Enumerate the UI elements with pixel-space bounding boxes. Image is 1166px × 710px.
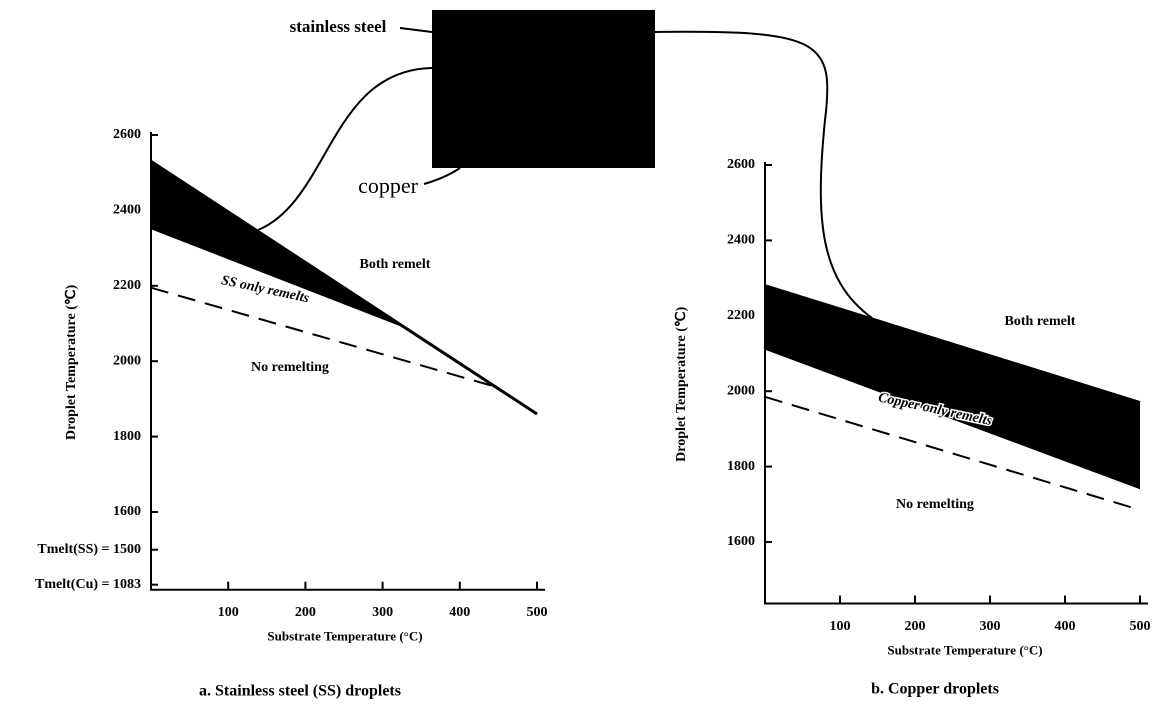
axis-line [150, 132, 545, 591]
x-tick-label: 100 [218, 605, 239, 620]
y-tick-label: 2400 [727, 233, 755, 248]
y-tick-label: 2200 [113, 278, 141, 293]
y-tick-label: 1600 [727, 534, 755, 549]
region-label: No remelting [896, 497, 974, 512]
x-tick-label: 200 [295, 605, 316, 620]
boundary-line [150, 160, 538, 416]
inset-photo [432, 10, 655, 168]
pointer [423, 167, 461, 185]
boundary-line [150, 286, 499, 389]
y-tick-label: Tmelt(Cu) = 1083 [35, 577, 141, 592]
x-tick-label: 400 [1055, 619, 1076, 634]
pointer [399, 27, 433, 33]
y-tick-label: 1800 [727, 459, 755, 474]
y-tick-label: 1800 [113, 429, 141, 444]
x-axis-label: Substrate Temperature (°C) [887, 643, 1042, 658]
boundary-line [764, 284, 1141, 404]
x-tick-label: 300 [980, 619, 1001, 634]
y-tick-label: 2000 [727, 383, 755, 398]
region-band [765, 285, 1140, 490]
x-axis-label: Substrate Temperature (°C) [267, 629, 422, 644]
region-label: No remelting [251, 360, 329, 375]
x-tick-label: 400 [449, 605, 470, 620]
connector [257, 67, 433, 231]
inset-label: copper [358, 173, 419, 198]
boundary-line [764, 395, 1141, 511]
y-tick-label: Tmelt(SS) = 1500 [37, 542, 141, 557]
x-tick-label: 500 [527, 605, 548, 620]
y-axis-label: Droplet Temperature (℃) [674, 306, 689, 462]
region-label: Both remelt [1005, 314, 1076, 329]
inset-label: stainless steel [290, 17, 387, 36]
y-tick-label: 2000 [113, 353, 141, 368]
region-label: Both remelt [360, 257, 431, 272]
caption: b. Copper droplets [871, 681, 999, 698]
y-tick-label: 2600 [727, 157, 755, 172]
y-tick-label: 2600 [113, 127, 141, 142]
x-tick-label: 500 [1130, 619, 1151, 634]
caption: a. Stainless steel (SS) droplets [199, 683, 401, 700]
y-tick-label: 2400 [113, 203, 141, 218]
x-tick-label: 200 [905, 619, 926, 634]
connector [654, 30, 873, 319]
x-tick-label: 300 [372, 605, 393, 620]
x-tick-label: 100 [830, 619, 851, 634]
y-tick-label: 2200 [727, 308, 755, 323]
y-axis-label: Droplet Temperature (℃) [64, 284, 79, 440]
y-tick-label: 1600 [113, 504, 141, 519]
